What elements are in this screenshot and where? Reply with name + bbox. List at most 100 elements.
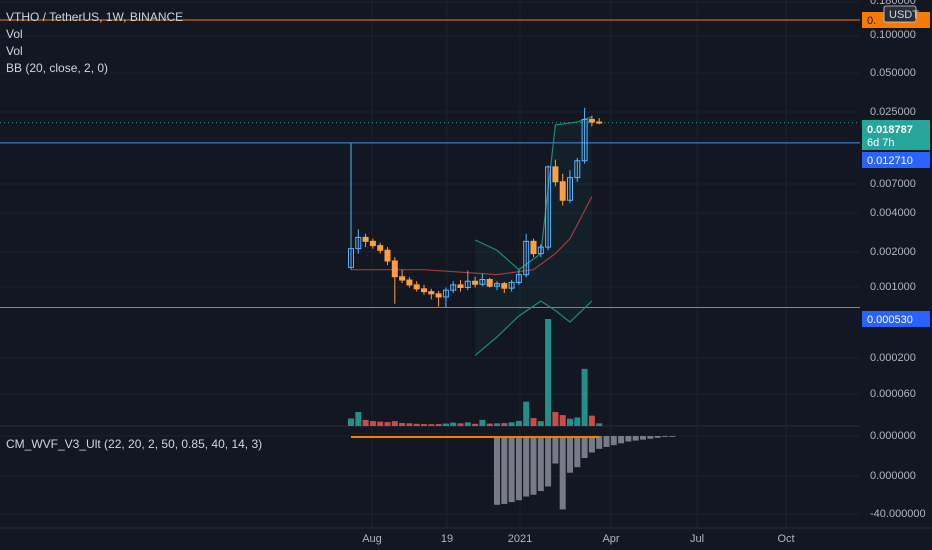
price-tick-label: 0.000000: [870, 430, 916, 442]
legend-wvf[interactable]: CM_WVF_V3_Ult (22, 20, 2, 50, 0.85, 40, …: [6, 437, 263, 451]
candle-body: [588, 118, 595, 123]
legend-vol-1[interactable]: Vol: [6, 27, 23, 41]
candle-body: [435, 293, 442, 298]
candle-body: [413, 284, 420, 290]
candle-body: [494, 283, 500, 287]
badge-hline-lower: 0.000530: [862, 311, 930, 327]
candle-body: [421, 288, 427, 293]
candle-body: [377, 245, 384, 251]
candle-body: [596, 121, 603, 124]
svg-text:6d 7h: 6d 7h: [867, 137, 895, 149]
price-tick-label: 0.004000: [870, 207, 916, 219]
wvf-bar: [640, 436, 646, 440]
legend-bb[interactable]: BB (20, close, 2, 0): [6, 61, 109, 75]
volume-bar: [559, 415, 566, 426]
volume-bar: [421, 424, 427, 426]
wvf-bar: [530, 436, 537, 495]
bb-basis: [351, 196, 593, 276]
wvf-bar: [567, 436, 573, 473]
legend-symbol[interactable]: VTHO / TetherUS, 1W, BINANCE: [6, 10, 184, 24]
candle-body: [501, 283, 508, 289]
volume-bar: [464, 422, 471, 426]
candle-body: [472, 280, 479, 285]
volume-bar: [369, 421, 376, 426]
wvf-bar: [647, 436, 654, 439]
wvf-bar: [515, 436, 522, 501]
grid: [0, 0, 932, 528]
wvf-bar: [654, 436, 661, 438]
candle-body: [355, 236, 362, 250]
volume-bar: [523, 401, 530, 426]
volume-bar: [530, 418, 537, 426]
candle-body: [574, 160, 581, 179]
svg-text:0.018787: 0.018787: [867, 124, 913, 136]
candle-body: [428, 291, 435, 295]
volume-bar: [515, 420, 522, 426]
price-tick-label: -40.000000: [870, 508, 926, 520]
wvf-bar: [501, 436, 508, 504]
badge-currency: USDT: [883, 5, 919, 23]
candle-body: [545, 166, 552, 248]
candle-body: [515, 274, 522, 283]
candle-body: [450, 284, 457, 291]
price-tick-label: 0.000000: [870, 470, 916, 482]
candle-body: [384, 249, 391, 262]
time-tick-label: Oct: [777, 533, 794, 545]
candles: [348, 107, 603, 308]
price-tick-label: 0.002000: [870, 246, 916, 258]
candle-body: [559, 181, 566, 201]
price-tick-label: 0.100000: [870, 29, 916, 41]
wvf-bar: [523, 436, 530, 497]
price-tick-label: 0.001000: [870, 281, 916, 293]
volume-bar: [508, 422, 515, 426]
candle-body: [567, 177, 573, 201]
wvf-bar: [588, 436, 595, 453]
volume-bar: [479, 419, 486, 426]
wvf-bar: [632, 436, 639, 441]
candle-body: [523, 240, 530, 276]
candle-body: [369, 240, 376, 247]
volume-bar: [391, 421, 398, 426]
candle-body: [399, 276, 406, 281]
candle-body: [486, 278, 493, 287]
volume-bar: [501, 423, 508, 426]
time-tick-label: 2021: [508, 533, 532, 545]
wvf-bars: [351, 436, 676, 510]
candle-body: [391, 260, 398, 278]
price-tick-label: 0.000200: [870, 352, 916, 364]
wvf-bar: [508, 436, 515, 503]
svg-text:0.: 0.: [867, 15, 876, 27]
candle-body: [457, 284, 464, 288]
price-tick-label: 0.000060: [870, 388, 916, 400]
wvf-bar: [610, 436, 617, 446]
volume-bars: [348, 319, 603, 426]
time-tick-label: Aug: [362, 533, 382, 545]
wvf-bar: [559, 436, 566, 510]
badge-hline-upper: 0.012710: [862, 152, 930, 168]
candle-body: [552, 166, 559, 183]
volume-bar: [399, 422, 406, 426]
wvf-bar: [661, 436, 668, 437]
price-tick-label: -80.000000: [870, 0, 926, 3]
candle-body: [508, 281, 515, 289]
candle-body: [348, 248, 354, 268]
time-tick-label: Apr: [602, 533, 619, 545]
volume-bar: [588, 415, 595, 426]
time-axis[interactable]: Aug 19 2021 Apr Jul Oct: [0, 527, 932, 545]
price-tick-label: 0.180000: [870, 0, 916, 7]
volume-bar: [435, 424, 442, 426]
volume-bar: [442, 423, 449, 426]
volume-bar: [450, 422, 457, 426]
svg-text:USDT: USDT: [889, 9, 919, 21]
svg-text:0.000530: 0.000530: [867, 314, 913, 326]
bb-fill: [475, 116, 592, 356]
wvf-bar: [625, 436, 632, 442]
legend-vol-2[interactable]: Vol: [6, 44, 23, 58]
candle-body: [442, 289, 449, 298]
candle-body: [464, 280, 471, 288]
price-axis[interactable]: 0.180000 0.100000 0.050000 0.025000 0.007000…: [860, 0, 932, 528]
